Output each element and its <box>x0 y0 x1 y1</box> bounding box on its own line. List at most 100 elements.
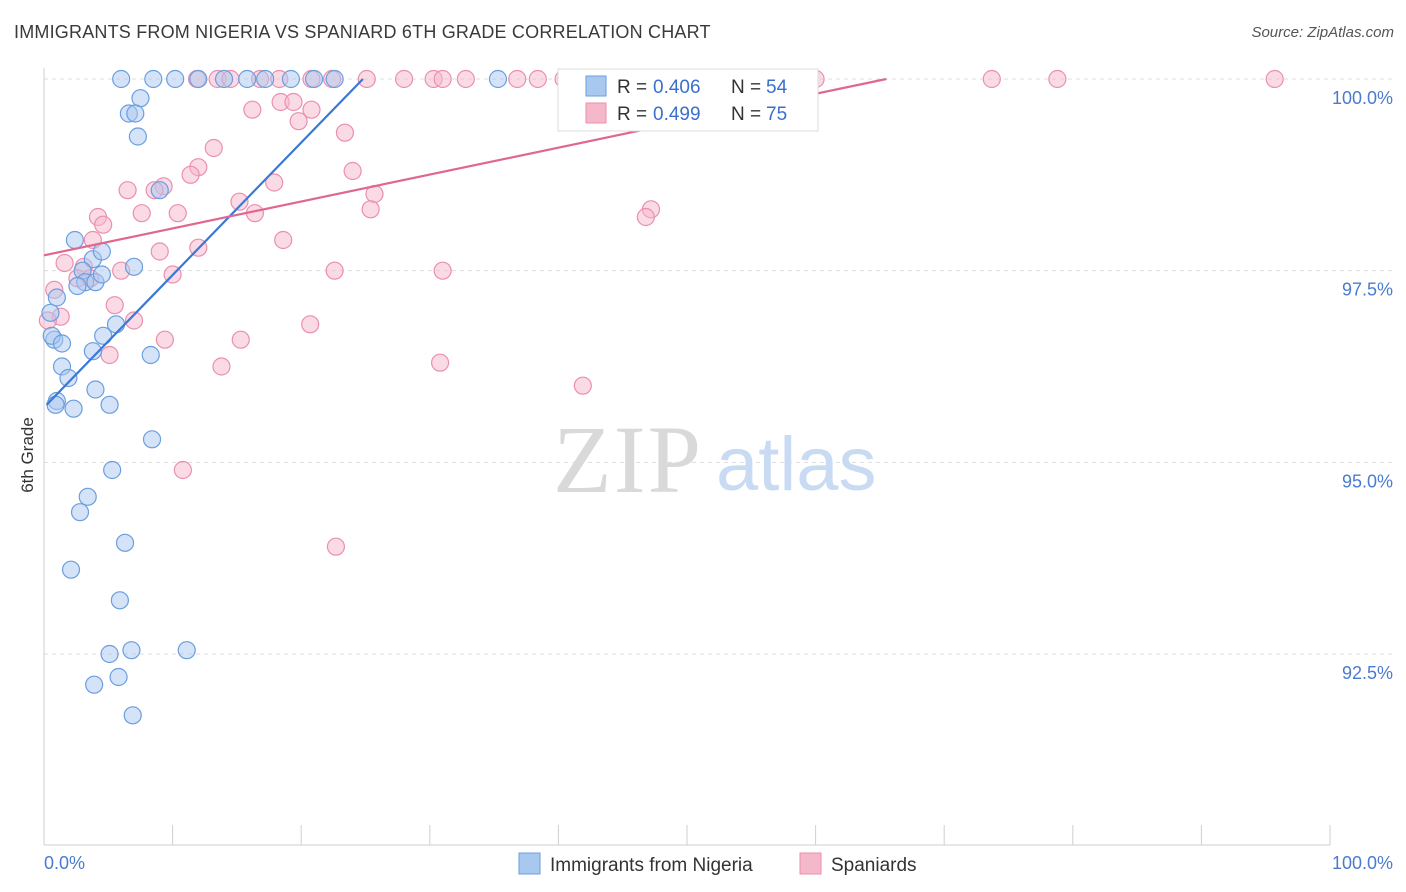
grid-layer: 100.0% 97.5% 95.0% 92.5% <box>44 78 1396 683</box>
correlation-legend: R = 0.406 N = 54 R = 0.499 N = 75 <box>557 68 819 132</box>
spaniards-point <box>284 92 303 112</box>
spaniards-point <box>94 215 113 234</box>
nigeria-point <box>94 326 113 345</box>
bottom-legend-label-nigeria: Immigrants from Nigeria <box>550 855 753 876</box>
watermark-zip: ZIP <box>553 406 703 513</box>
spaniards-point <box>1265 69 1284 89</box>
spaniards-point <box>274 230 293 250</box>
spaniards-point <box>181 165 200 184</box>
legend-r-value-spaniards: 0.499 <box>653 104 701 125</box>
spaniards-point <box>100 345 119 365</box>
y-tick-label: 95.0% <box>1342 471 1393 491</box>
legend-n-label-spaniards: N = <box>731 104 761 125</box>
nigeria-point <box>131 89 150 108</box>
nigeria-point <box>214 69 234 89</box>
spaniards-point <box>325 261 344 280</box>
spaniards-point <box>301 315 320 334</box>
nigeria-points <box>41 69 508 725</box>
spaniards-point <box>212 357 231 376</box>
watermark: ZIP atlas <box>553 406 877 513</box>
nigeria-point <box>126 104 145 123</box>
nigeria-point <box>189 69 208 89</box>
legend-r-value-nigeria: 0.406 <box>653 77 701 98</box>
nigeria-point <box>83 342 102 361</box>
nigeria-point <box>109 667 128 687</box>
chart-title: IMMIGRANTS FROM NIGERIA VS SPANIARD 6TH … <box>14 22 711 42</box>
nigeria-point <box>281 69 301 89</box>
spaniards-point <box>204 138 223 158</box>
nigeria-point <box>41 303 60 322</box>
nigeria-point <box>142 430 162 449</box>
spaniards-point <box>118 181 137 200</box>
nigeria-point <box>238 69 257 89</box>
nigeria-point <box>106 315 126 334</box>
spaniards-point <box>361 200 380 219</box>
nigeria-point <box>47 288 66 307</box>
nigeria-point <box>86 380 105 399</box>
nigeria-point <box>112 69 131 89</box>
spaniards-point <box>430 353 450 372</box>
nigeria-point <box>177 641 196 660</box>
legend-n-value-nigeria: 54 <box>766 77 788 98</box>
spaniards-point <box>132 204 151 223</box>
spaniards-point <box>155 330 174 349</box>
nigeria-point <box>304 69 324 89</box>
y-tick-label: 100.0% <box>1332 88 1393 108</box>
nigeria-point <box>124 257 144 276</box>
nigeria-point <box>78 487 97 506</box>
spaniards-point <box>105 296 124 315</box>
nigeria-point <box>52 334 72 353</box>
nigeria-point <box>100 395 119 414</box>
spaniards-point <box>456 69 475 89</box>
nigeria-point <box>144 69 163 89</box>
y-tick-label: 97.5% <box>1342 280 1393 300</box>
spaniards-point <box>326 537 346 556</box>
legend-n-label-nigeria: N = <box>731 77 761 98</box>
spaniards-point <box>150 242 169 261</box>
watermark-atlas: atlas <box>716 422 877 507</box>
spaniards-point <box>982 69 1001 89</box>
spaniards-point <box>302 100 321 119</box>
axis-layer: 6th Grade 0.0% 100.0% <box>18 68 1393 873</box>
spaniards-point <box>231 330 250 349</box>
nigeria-point <box>325 69 344 89</box>
nigeria-point <box>46 395 65 414</box>
spaniards-point <box>230 192 249 211</box>
spaniards-point <box>573 376 592 395</box>
series-legend: Immigrants from Nigeria Spaniards <box>518 852 917 876</box>
spaniards-point <box>124 311 144 330</box>
nigeria-point <box>92 265 111 284</box>
spaniards-point <box>508 69 527 89</box>
nigeria-point <box>128 127 147 146</box>
x-tick-label-max: 100.0% <box>1332 853 1393 873</box>
legend-n-value-spaniards: 75 <box>766 104 787 125</box>
nigeria-point <box>64 399 83 418</box>
nigeria-point <box>122 641 141 660</box>
y-axis-label: 6th Grade <box>18 417 37 493</box>
nigeria-point <box>110 591 129 610</box>
spaniards-point <box>343 161 362 181</box>
spaniards-point <box>243 100 262 119</box>
nigeria-point <box>166 69 185 89</box>
legend-r-label-nigeria: R = <box>617 77 647 98</box>
spaniards-point <box>394 69 414 89</box>
spaniards-point <box>357 69 376 89</box>
spaniards-point <box>528 69 547 89</box>
spaniards-point <box>1048 69 1067 89</box>
nigeria-point <box>123 706 142 725</box>
nigeria-point <box>141 345 160 365</box>
bottom-legend-swatch-spaniards <box>799 852 822 875</box>
legend-swatch-nigeria <box>585 75 607 97</box>
nigeria-point <box>488 69 508 89</box>
spaniards-point <box>168 204 187 223</box>
spaniards-point <box>289 112 308 131</box>
nigeria-point <box>85 675 104 694</box>
nigeria-point <box>256 69 275 89</box>
spaniards-point <box>636 207 655 227</box>
nigeria-point <box>115 533 135 552</box>
nigeria-point <box>150 181 169 200</box>
nigeria-point <box>65 230 84 250</box>
spaniards-point <box>55 253 74 273</box>
legend-swatch-spaniards <box>585 102 607 124</box>
